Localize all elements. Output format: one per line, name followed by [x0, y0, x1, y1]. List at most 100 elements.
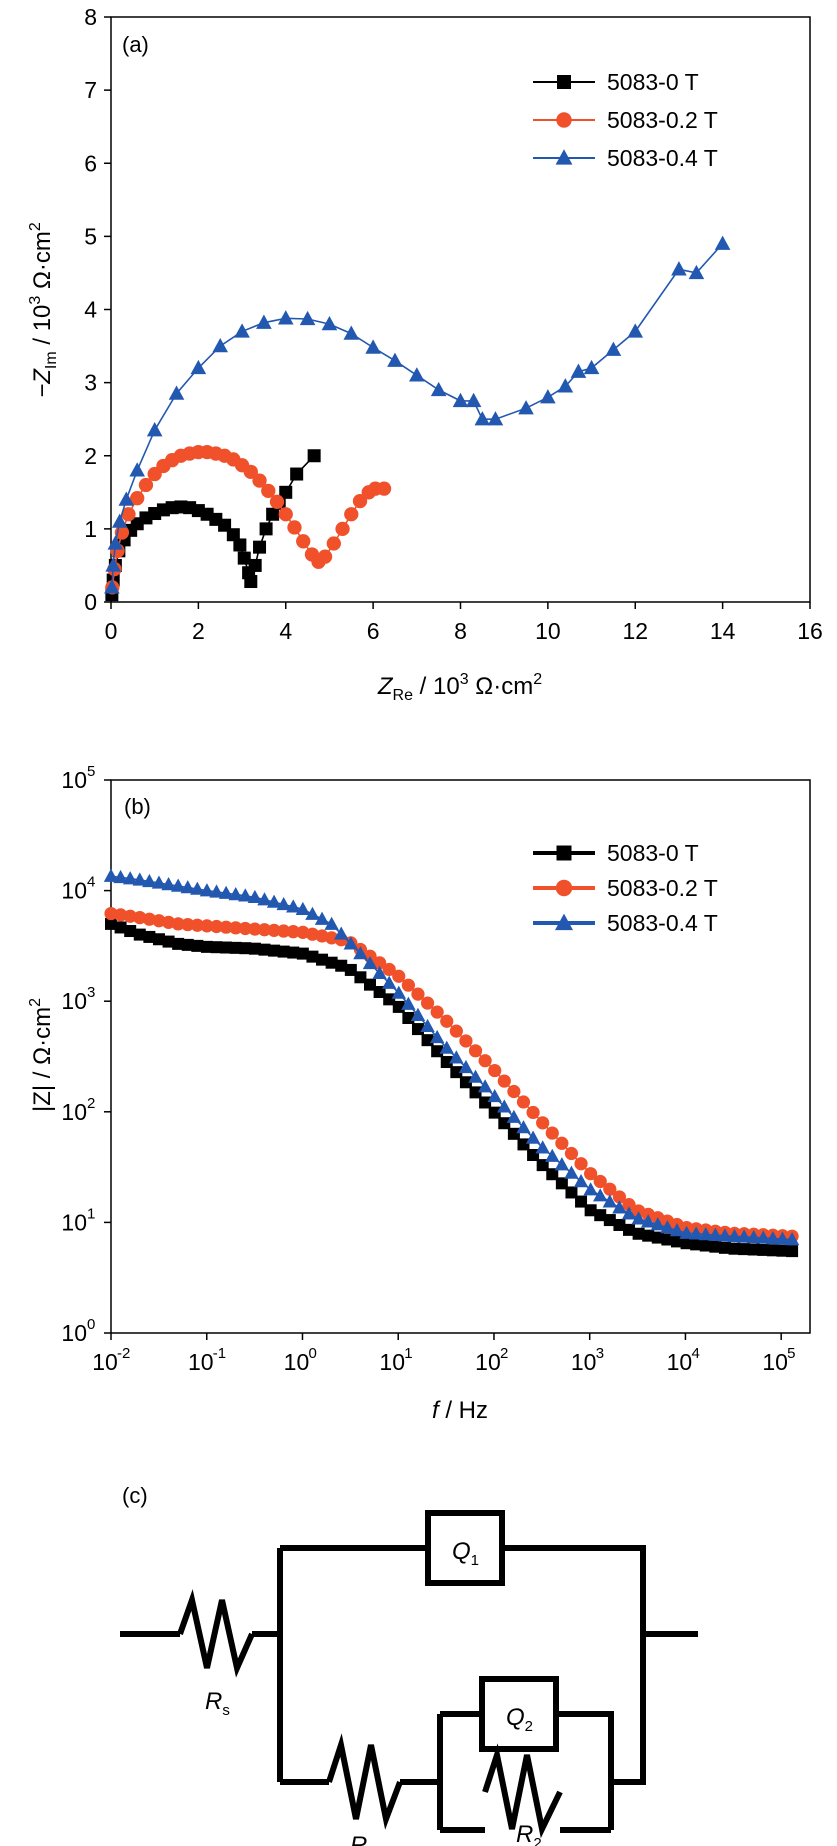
data-point-b — [180, 880, 195, 894]
data-point-a — [344, 507, 359, 522]
data-point-b — [286, 899, 301, 913]
data-point-b — [420, 1018, 435, 1033]
data-point-b — [124, 925, 137, 938]
data-point-b — [362, 955, 378, 970]
data-point-b — [373, 985, 386, 998]
data-point-a — [259, 522, 273, 536]
data-point-b — [267, 923, 281, 937]
data-point-a — [296, 534, 311, 549]
legend-marker-b — [555, 879, 573, 897]
data-point-a — [279, 485, 293, 499]
data-point-b — [536, 1116, 550, 1130]
data-point-b — [277, 924, 291, 938]
y-tick-label-a: 6 — [84, 150, 97, 176]
data-point-a — [118, 491, 135, 506]
data-point-b — [458, 1059, 474, 1074]
data-point-b — [775, 1231, 790, 1245]
data-point-b — [527, 1148, 540, 1161]
x-tick-label-b: 10 — [284, 1349, 310, 1375]
data-point-a — [570, 363, 587, 378]
data-point-b — [372, 956, 387, 970]
y-tick-label-a: 5 — [84, 223, 97, 249]
y-tick-exponent-b: 1 — [87, 1205, 95, 1222]
data-point-b — [316, 953, 329, 966]
data-point-a — [252, 473, 267, 488]
y-tick-label-a: 3 — [84, 370, 97, 396]
data-point-a — [243, 464, 258, 479]
data-point-a — [287, 520, 302, 535]
data-point-b — [238, 888, 253, 902]
data-point-a — [352, 493, 368, 509]
data-point-b — [746, 1229, 761, 1244]
x-tick-label-a: 16 — [797, 618, 823, 644]
data-point-b — [122, 871, 138, 885]
data-point-b — [105, 917, 117, 930]
data-point-b — [401, 978, 415, 992]
data-point-a — [627, 323, 644, 338]
data-point-b — [162, 935, 175, 948]
data-point-a — [430, 381, 447, 397]
x-axis-b: 10 -2 10 -1 10 0 10 1 10 2 10 3 10 4 10 5 — [92, 1333, 796, 1375]
x-tick-label-a: 6 — [367, 618, 380, 644]
data-point-a — [387, 352, 403, 367]
data-point-b — [334, 926, 349, 940]
data-point-b — [450, 1066, 463, 1079]
data-point-b — [420, 996, 435, 1010]
data-point-b — [440, 1014, 454, 1028]
resistor-r2 — [482, 1743, 563, 1839]
data-point-a — [253, 540, 267, 554]
data-point-b — [391, 985, 406, 999]
data-point-a — [671, 261, 687, 276]
data-point-b — [631, 1211, 646, 1225]
data-point-b — [516, 1095, 531, 1109]
x-tick-exponent-b: -1 — [213, 1345, 226, 1362]
data-point-b — [354, 971, 367, 984]
data-point-b — [133, 928, 146, 941]
data-point-b — [209, 919, 224, 934]
x-tick-exponent-b: 3 — [596, 1345, 604, 1362]
data-point-a — [343, 325, 360, 340]
label-r2: R2 — [516, 1821, 542, 1846]
legend-label-b: 5083-0 T — [607, 840, 699, 866]
data-point-b — [738, 1243, 751, 1256]
data-point-a — [234, 323, 250, 338]
legend-marker-b — [555, 913, 573, 931]
data-point-b — [536, 1159, 549, 1172]
wire-right-link — [611, 1634, 646, 1785]
data-point-a — [376, 481, 392, 496]
data-point-b — [218, 885, 234, 899]
data-point-a — [278, 507, 293, 522]
data-point-b — [364, 978, 377, 991]
data-point-b — [383, 993, 396, 1006]
data-point-b — [545, 1148, 560, 1162]
data-point-b — [535, 1140, 550, 1154]
data-point-b — [190, 881, 205, 895]
y-tick-label-a: 8 — [84, 4, 97, 30]
data-point-b — [477, 1079, 493, 1093]
data-point-a — [190, 359, 207, 375]
data-point-b — [621, 1206, 637, 1220]
y-tick-label-b: 10 — [61, 767, 87, 793]
data-point-b — [699, 1239, 712, 1252]
data-point-b — [488, 1063, 502, 1078]
data-point-b — [564, 1146, 579, 1161]
data-point-b — [632, 1227, 645, 1240]
x-tick-label-b: 10 — [188, 1349, 214, 1375]
y-tick-exponent-b: 2 — [87, 1095, 95, 1112]
data-point-b — [688, 1226, 704, 1240]
x-tick-exponent-b: 4 — [691, 1345, 699, 1362]
data-point-b — [565, 1186, 578, 1199]
top-branch-wire — [280, 1545, 646, 1634]
data-point-b — [488, 1106, 501, 1119]
data-point-b — [286, 925, 300, 939]
data-point-b — [287, 946, 300, 959]
x-tick-label-a: 2 — [192, 618, 205, 644]
data-point-b — [623, 1223, 636, 1236]
series-b-0 — [105, 917, 799, 1258]
data-point-b — [220, 941, 233, 954]
equivalent-circuit: (c) Q1 Q2 Rs R1 R2 — [120, 1483, 698, 1846]
data-point-b — [181, 917, 195, 932]
